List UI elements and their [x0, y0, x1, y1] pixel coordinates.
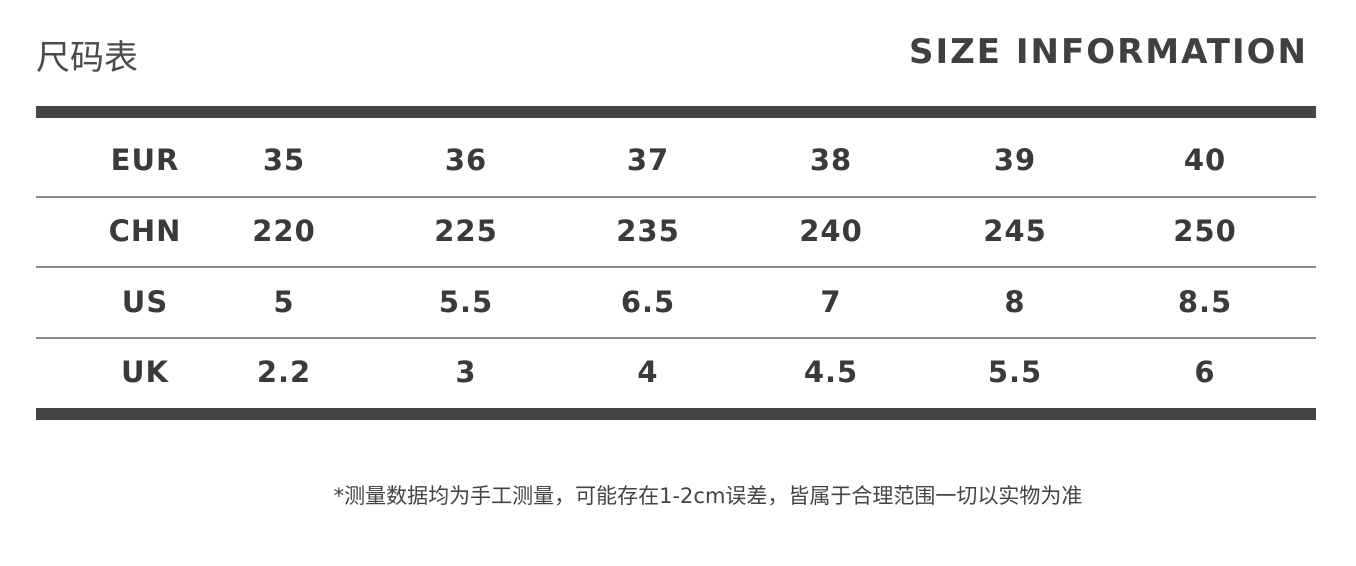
size-cell: 245	[983, 214, 1047, 248]
measurement-note: *测量数据均为手工测量，可能存在1-2cm误差，皆属于合理范围一切以实物为准	[333, 484, 1083, 508]
size-cell: 37	[626, 143, 670, 177]
size-cell: 5.5	[438, 285, 494, 319]
table-row: CHN 220 225 235 240 245 250	[0, 211, 1356, 251]
row-divider	[36, 266, 1316, 268]
table-top-rule	[36, 106, 1316, 118]
size-cell: 6	[1194, 355, 1216, 389]
size-cell: 3	[455, 355, 477, 389]
row-label: US	[121, 285, 169, 319]
row-label: CHN	[108, 214, 182, 248]
size-cell: 235	[616, 214, 680, 248]
table-row: EUR 35 36 37 38 39 40	[0, 140, 1356, 180]
table-bottom-rule	[36, 408, 1316, 420]
size-cell: 40	[1183, 143, 1227, 177]
size-cell: 220	[252, 214, 316, 248]
row-label: EUR	[110, 143, 180, 177]
size-cell: 4	[637, 355, 659, 389]
size-cell: 5	[273, 285, 295, 319]
size-cell: 8.5	[1177, 285, 1233, 319]
size-cell: 2.2	[256, 355, 312, 389]
size-cell: 240	[799, 214, 863, 248]
table-row: US 5 5.5 6.5 7 8 8.5	[0, 282, 1356, 322]
size-cell: 250	[1173, 214, 1237, 248]
size-cell: 5.5	[987, 355, 1043, 389]
size-cell: 225	[434, 214, 498, 248]
table-row: UK 2.2 3 4 4.5 5.5 6	[0, 352, 1356, 392]
row-divider	[36, 337, 1316, 339]
size-cell: 36	[444, 143, 488, 177]
row-divider	[36, 196, 1316, 198]
size-cell: 7	[820, 285, 842, 319]
size-cell: 6.5	[620, 285, 676, 319]
row-label: UK	[120, 355, 170, 389]
size-cell: 8	[1004, 285, 1026, 319]
title-english: SIZE INFORMATION	[909, 32, 1308, 72]
size-cell: 35	[262, 143, 306, 177]
size-cell: 4.5	[803, 355, 859, 389]
size-cell: 38	[809, 143, 853, 177]
size-cell: 39	[993, 143, 1037, 177]
title-chinese: 尺码表	[36, 38, 138, 78]
